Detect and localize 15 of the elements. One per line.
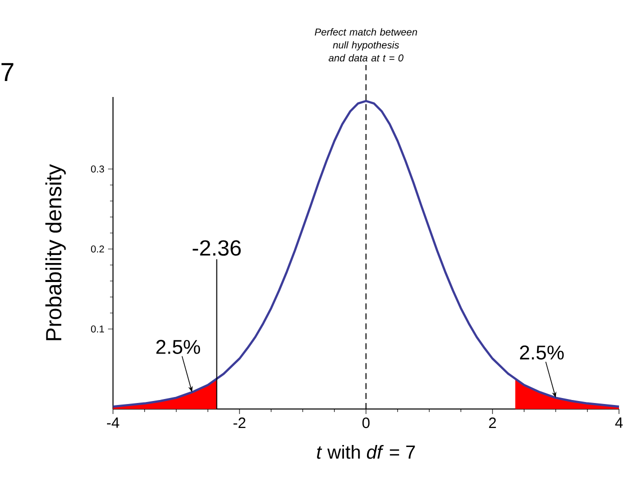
ref-line-label: -2.36: [192, 240, 241, 256]
y-tick-label: 0.2: [91, 245, 104, 253]
x-tick-label: 2: [489, 418, 496, 428]
y-tick-label: 0.3: [91, 165, 104, 173]
text: 7: [2, 63, 14, 82]
x-tick-label: -4: [107, 418, 120, 428]
x-tick-label: 4: [615, 418, 623, 428]
y-tick-label: 0.1: [91, 325, 104, 333]
annotation: 2.5%: [156, 340, 200, 354]
x-axis-title: t with df = 7: [317, 444, 415, 459]
x-tick-label: -2: [234, 418, 246, 428]
y-axis-title: Probability density: [45, 164, 66, 340]
ref-line-label: Perfect match between null hypothesis and data at t = 0: [314, 28, 418, 62]
x-tick-label: 0: [362, 418, 370, 428]
annotation: 2.5%: [520, 346, 564, 360]
